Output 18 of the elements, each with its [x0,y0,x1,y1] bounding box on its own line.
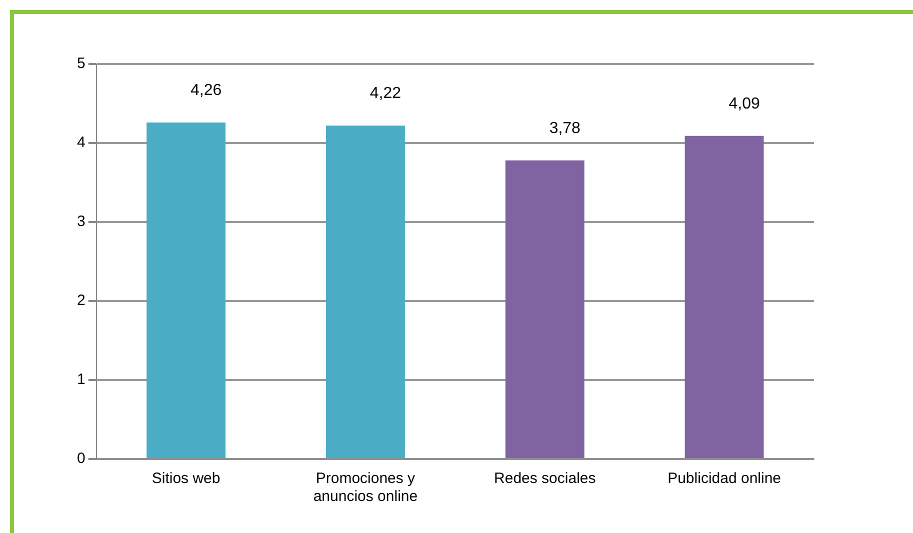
y-tick-label: 0 [77,450,86,468]
x-tick-label: Publicidad online [668,470,782,488]
bar [684,136,764,458]
y-tick-label: 2 [77,292,86,310]
y-tick-label: 4 [77,134,86,152]
bar [326,126,405,458]
data-label: 4,26 [190,82,222,99]
bar [505,160,584,458]
data-label: 3,78 [549,120,581,137]
y-tick-label: 1 [77,371,86,388]
x-tick-label: Redes sociales [494,470,596,488]
bar [146,122,226,458]
x-tick-label: Promociones y anuncios online [313,470,418,506]
data-label: 4,22 [370,85,402,102]
y-tick-label: 3 [77,213,86,230]
x-tick-label: Sitios web [152,470,220,488]
y-tick-label: 5 [77,55,86,72]
data-label: 4,09 [728,95,760,112]
